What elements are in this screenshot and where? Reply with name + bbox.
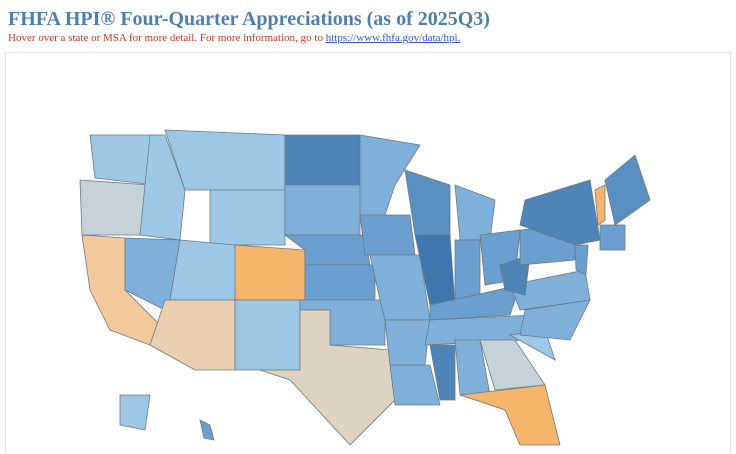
title: FHFA HPI® Four-Quarter Appreciations (as… [8,8,490,30]
region[interactable] [599,224,626,251]
region[interactable] [454,239,481,301]
region[interactable] [259,309,396,446]
region[interactable] [304,264,376,301]
region[interactable] [459,384,561,446]
subtitle-line: Hover over a state or MSA for more detai… [8,32,460,44]
region[interactable] [359,134,421,216]
region[interactable] [199,419,215,441]
region[interactable] [169,239,236,301]
region[interactable] [389,364,441,406]
region[interactable] [139,134,186,241]
region[interactable] [384,319,431,366]
states[interactable] [79,129,651,446]
map-panel [5,52,731,453]
region[interactable] [509,269,591,311]
region[interactable] [594,184,606,226]
region[interactable] [404,169,451,236]
region[interactable] [574,244,589,276]
region[interactable] [604,154,651,226]
region[interactable] [89,134,156,186]
region[interactable] [454,184,496,241]
region[interactable] [519,179,601,246]
region[interactable] [234,299,301,371]
region[interactable] [79,179,151,236]
region[interactable] [359,214,416,256]
region[interactable] [119,394,151,431]
region[interactable] [149,299,236,371]
hpi-link[interactable]: https://www.fhfa.gov/data/hpi. [325,32,461,44]
subtitle: Hover over a state or MSA for more detai… [8,32,323,44]
region[interactable] [284,184,361,236]
region[interactable] [209,189,286,246]
region[interactable] [429,284,521,321]
region[interactable] [234,244,306,301]
region[interactable] [284,134,361,186]
region[interactable] [164,129,286,191]
region[interactable] [429,344,456,401]
